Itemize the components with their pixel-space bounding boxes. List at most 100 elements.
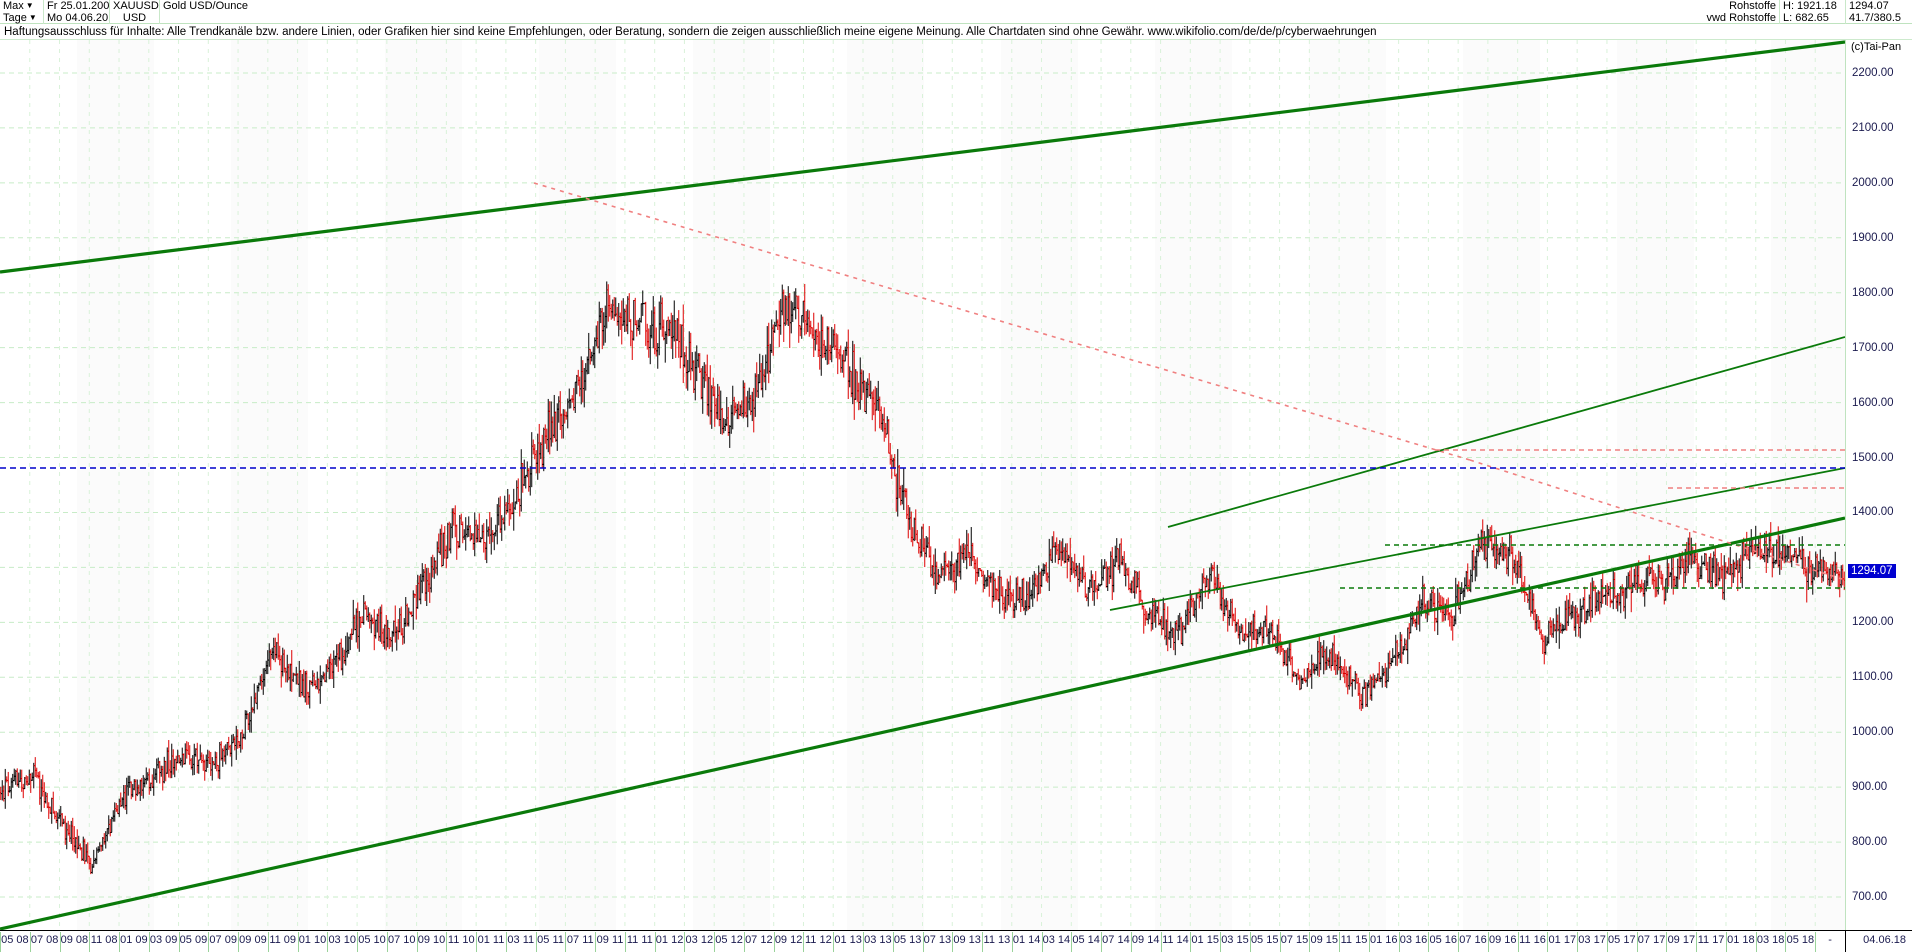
copyright-label: (c)Tai-Pan xyxy=(1851,41,1902,53)
date-axis-separator xyxy=(624,932,626,952)
date-axis-separator xyxy=(327,932,329,952)
date-axis-tick: 03 14 xyxy=(1042,934,1071,946)
date-axis-tick: 11 10 xyxy=(447,934,475,946)
date-axis-tick: 09 15 xyxy=(1310,934,1338,946)
date-axis-tick: 09 11 xyxy=(596,934,624,946)
date-axis-tick: 05 18 xyxy=(1786,934,1815,946)
interval-selector-label: Tage xyxy=(3,12,27,24)
price-axis-tick: 1200.00 xyxy=(1852,616,1894,629)
date-axis-separator xyxy=(267,932,269,952)
price-axis-tick: 2000.00 xyxy=(1852,176,1894,189)
date-axis-tick: 03 11 xyxy=(507,934,535,946)
date-axis-tick: 05 17 xyxy=(1608,934,1636,946)
price-axis-tick: 1800.00 xyxy=(1852,286,1894,299)
date-axis-separator xyxy=(1279,932,1281,952)
date-axis-tick: 01 10 xyxy=(298,934,327,946)
date-axis-tick: 09 13 xyxy=(953,934,981,946)
date-axis-separator xyxy=(89,932,91,952)
date-axis-separator xyxy=(565,932,567,952)
date-axis-separator xyxy=(1458,932,1460,952)
date-axis-tick: 03 10 xyxy=(328,934,356,946)
date-axis-tick: 05 13 xyxy=(893,934,922,946)
interval-selector[interactable]: Tage ▼ xyxy=(0,12,44,24)
currency-field[interactable]: USD xyxy=(110,12,160,24)
date-axis-separator xyxy=(952,932,954,952)
date-axis-separator xyxy=(833,932,835,952)
date-axis-separator xyxy=(148,932,150,952)
date-axis-separator xyxy=(1309,932,1311,952)
date-axis-separator xyxy=(535,932,537,952)
date-axis-tick: 03 12 xyxy=(685,934,714,946)
date-axis-tick: 05 10 xyxy=(358,934,386,946)
date-axis-tick: 07 10 xyxy=(387,934,416,946)
date-axis-tick: 05 12 xyxy=(715,934,743,946)
date-axis-separator xyxy=(654,932,656,952)
date-axis-separator xyxy=(59,932,61,952)
date-axis-separator xyxy=(1130,932,1132,952)
price-axis[interactable]: (c)Tai-Pan 2200.00 2100.00 2000.00 1900.00 1… xyxy=(1845,40,1912,930)
date-axis-tick: 11 08 xyxy=(90,934,118,946)
date-axis-separator xyxy=(1011,932,1013,952)
date-from[interactable]: Fr 25.01.2008 xyxy=(44,0,110,12)
date-axis-tick: 01 09 xyxy=(120,934,148,946)
date-axis-separator xyxy=(982,932,984,952)
date-axis-separator xyxy=(1428,932,1430,952)
date-axis-tick: 03 15 xyxy=(1221,934,1249,946)
date-axis-separator xyxy=(803,932,805,952)
price-plot[interactable] xyxy=(0,40,1845,930)
price-axis-tick: 800.00 xyxy=(1852,836,1888,849)
date-axis-separator xyxy=(1368,932,1370,952)
range-selector[interactable]: Max ▼ xyxy=(0,0,44,12)
sector-label: Rohstoffe xyxy=(1700,0,1780,12)
date-axis-separator xyxy=(505,932,507,952)
inner-uptrend-upper xyxy=(1167,336,1845,528)
date-axis-separator xyxy=(1398,932,1400,952)
date-axis-tick: 03 16 xyxy=(1399,934,1428,946)
inner-uptrend-lower xyxy=(1109,467,1845,611)
date-axis-separator xyxy=(0,932,1,952)
date-axis-separator xyxy=(1815,932,1817,952)
date-axis-tick: 09 09 xyxy=(239,934,267,946)
high-value: H: 1921.18 xyxy=(1780,0,1846,12)
date-axis[interactable]: 05 08 07 08 09 08 11 08 01 09 03 09 05 09 07 09… xyxy=(0,930,1912,952)
date-axis-separator xyxy=(476,932,478,952)
symbol-field[interactable]: XAUUSD xyxy=(110,0,160,12)
channel-lower-line xyxy=(0,516,1845,930)
disclaimer-text: Haftungsausschluss für Inhalte: Alle Tre… xyxy=(0,24,1912,40)
date-axis-separator xyxy=(1339,932,1341,952)
date-axis-separator xyxy=(1517,932,1519,952)
date-axis-separator xyxy=(1666,932,1668,952)
last-price-value: 1294.07 xyxy=(1849,0,1889,12)
price-axis-tick: 1000.00 xyxy=(1852,726,1894,739)
date-axis-tick: 01 13 xyxy=(834,934,862,946)
price-chart-svg xyxy=(0,40,1845,930)
date-to[interactable]: Mo 04.06.2018 xyxy=(44,12,110,24)
price-axis-tick: 1900.00 xyxy=(1852,231,1894,244)
date-axis-tick: 09 08 xyxy=(60,934,89,946)
date-axis-tick: 11 15 xyxy=(1340,934,1368,946)
date-axis-tick: 11 13 xyxy=(983,934,1011,946)
date-axis-separator xyxy=(119,932,121,952)
date-axis-tick: 01 16 xyxy=(1369,934,1398,946)
date-axis-tick: 01 14 xyxy=(1012,934,1041,946)
date-axis-tick: 09 12 xyxy=(774,934,803,946)
date-axis-tick: 05 15 xyxy=(1250,934,1279,946)
date-axis-tick: 07 13 xyxy=(923,934,952,946)
chart-area: (c)Tai-Pan 2200.00 2100.00 2000.00 1900.00 1… xyxy=(0,40,1912,930)
date-axis-tick: 07 15 xyxy=(1280,934,1309,946)
price-axis-tick: 2100.00 xyxy=(1852,121,1894,134)
date-axis-separator xyxy=(1041,932,1043,952)
downtrend-line-extension xyxy=(1469,459,1845,581)
price-axis-tick: 2200.00 xyxy=(1852,66,1894,79)
date-axis-separator xyxy=(1487,932,1489,952)
date-axis-tick: 07 09 xyxy=(209,934,237,946)
date-axis-separator xyxy=(892,932,894,952)
date-axis-separator xyxy=(1249,932,1251,952)
date-axis-separator xyxy=(1725,932,1727,952)
date-axis-separator xyxy=(714,932,716,952)
date-axis-separator xyxy=(773,932,775,952)
date-axis-tick: 01 15 xyxy=(1191,934,1219,946)
date-axis-separator xyxy=(416,932,418,952)
date-axis-separator xyxy=(922,932,924,952)
